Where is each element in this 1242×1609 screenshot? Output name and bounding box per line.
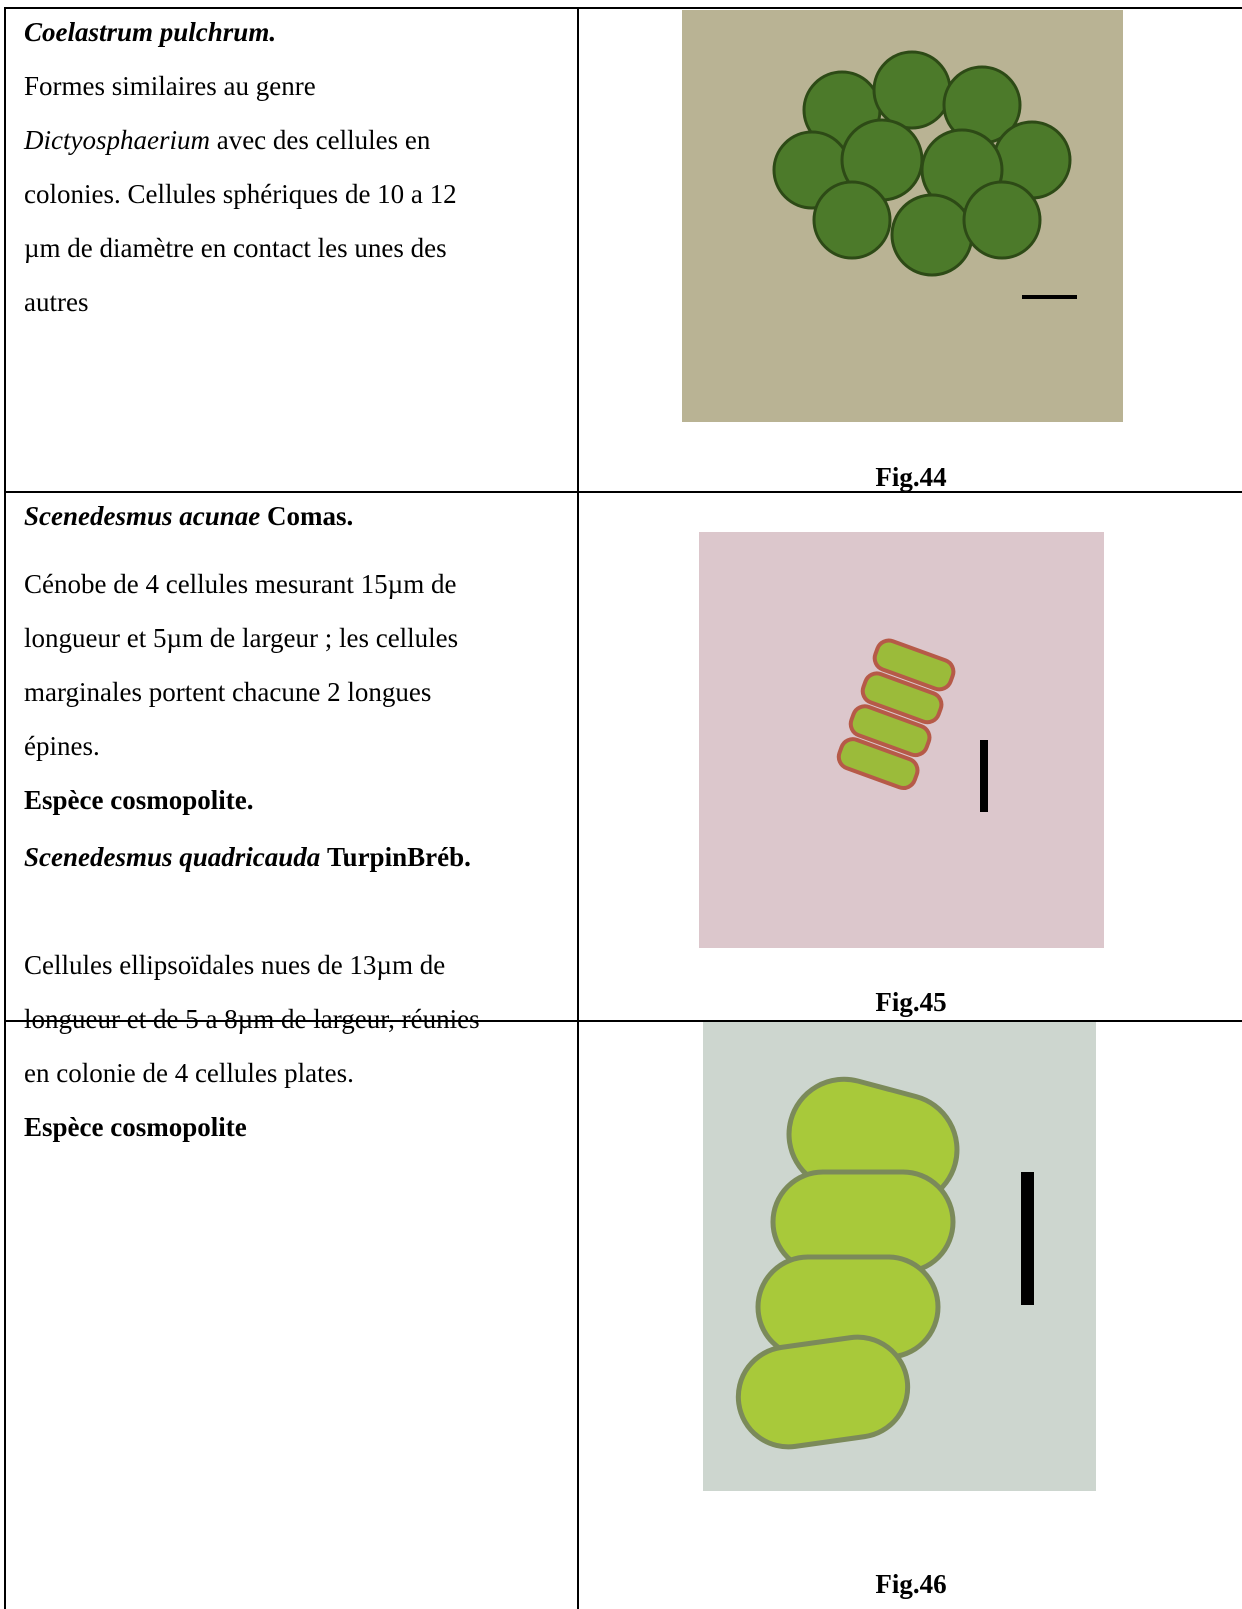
rule (4, 491, 1242, 493)
figure-caption: Fig.45 (875, 987, 947, 1017)
author: Comas. (267, 501, 354, 531)
rule (4, 8, 6, 1609)
text-line: autres (24, 287, 89, 317)
text-line: marginales portent chacune 2 longues (24, 677, 432, 707)
description: Scenedesmus quadricauda TurpinBréb. Cellul… (24, 830, 574, 1154)
figure-caption: Fig.44 (875, 462, 947, 492)
figure-caption: Fig.46 (875, 1569, 947, 1599)
micrograph (699, 532, 1104, 948)
text-line: longueur et de 5 a 8µm de largeur, réuni… (24, 1004, 480, 1034)
micrograph (682, 10, 1123, 422)
micrograph (703, 1022, 1096, 1491)
text-line: colonies. Cellules sphériques de 10 a 12 (24, 179, 457, 209)
rule (577, 8, 579, 1609)
text-line: Formes similaires au genre (24, 71, 316, 101)
note: Espèce cosmopolite. (24, 785, 254, 815)
species-name: Scenedesmus acunae (24, 501, 261, 531)
text-line: en colonie de 4 cellules plates. (24, 1058, 354, 1088)
species-name: Coelastrum pulchrum. (24, 17, 277, 47)
rule (4, 1020, 1242, 1022)
text-line: µm de diamètre en contact les unes des (24, 233, 447, 263)
author: TurpinBréb. (327, 842, 471, 872)
description: Scenedesmus acunae Comas. Cénobe de 4 cell… (24, 489, 574, 827)
text-line: épines. (24, 731, 100, 761)
species-title: Coelastrum pulchrum. (24, 5, 574, 59)
species-title: Scenedesmus acunae Comas. (24, 489, 574, 543)
description: Coelastrum pulchrum. Formes similaires au… (24, 5, 574, 329)
text-line: Dictyosphaerium avec des cellules en (24, 113, 574, 167)
genus-name: Dictyosphaerium (24, 125, 210, 155)
text: avec des cellules en (216, 125, 431, 155)
rule (4, 7, 1242, 9)
species-name: Scenedesmus quadricauda (24, 842, 321, 872)
text-line: Cénobe de 4 cellules mesurant 15µm de (24, 569, 457, 599)
text-line: longueur et 5µm de largeur ; les cellule… (24, 623, 459, 653)
species-title: Scenedesmus quadricauda TurpinBréb. (24, 830, 574, 884)
text-line: Cellules ellipsoïdales nues de 13µm de (24, 950, 446, 980)
note: Espèce cosmopolite (24, 1112, 247, 1142)
